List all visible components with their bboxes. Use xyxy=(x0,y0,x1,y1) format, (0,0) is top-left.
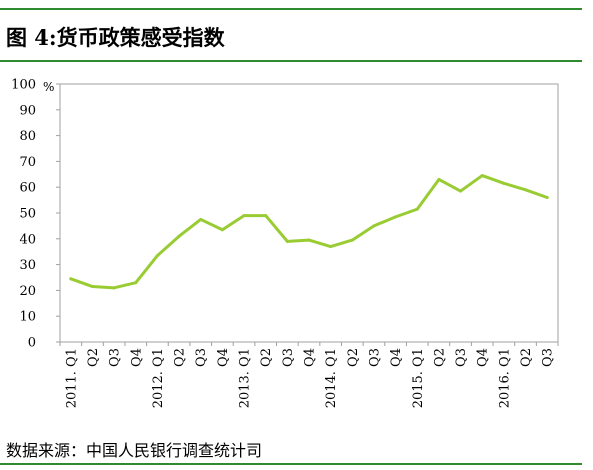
bottom-rule xyxy=(0,463,582,465)
x-tick-label: Q2 xyxy=(346,348,361,367)
series-group xyxy=(69,174,549,290)
x-tick-label: Q4 xyxy=(303,348,318,367)
figure-title: 图 4:货币政策感受指数 xyxy=(6,25,225,50)
data-point xyxy=(112,286,116,290)
data-point xyxy=(459,189,463,193)
data-point xyxy=(329,245,333,249)
x-tick-label: Q2 xyxy=(173,348,188,367)
data-point xyxy=(545,196,549,200)
x-tick-label: Q4 xyxy=(476,348,491,367)
x-tick-label: 2014. Q1 xyxy=(324,348,339,408)
data-point xyxy=(199,217,203,221)
y-tick-label: 30 xyxy=(19,258,36,273)
x-tick-label: 2013. Q1 xyxy=(238,348,253,408)
data-point xyxy=(415,207,419,211)
y-tick-label: 50 xyxy=(19,207,36,222)
data-point xyxy=(480,174,484,178)
data-point xyxy=(155,254,159,258)
data-point xyxy=(264,214,268,218)
x-tick-label: 2012. Q1 xyxy=(151,348,166,408)
data-point xyxy=(372,224,376,228)
y-tick-label: 40 xyxy=(19,232,36,247)
data-point xyxy=(502,181,506,185)
x-tick-label: Q3 xyxy=(108,348,123,367)
x-tick-label: Q2 xyxy=(519,348,534,367)
y-tick-label: 60 xyxy=(19,181,36,196)
y-tick-label: 10 xyxy=(19,310,36,325)
data-point xyxy=(524,188,528,192)
x-tick-label: 2015. Q1 xyxy=(411,348,426,408)
x-tick-label: Q2 xyxy=(259,348,274,367)
y-tick-label: 70 xyxy=(19,155,36,170)
y-axis: 0 10 20 30 40 50 60 70 80 90 100 xyxy=(11,78,60,351)
y-tick-label: 90 xyxy=(19,103,36,118)
title-rule xyxy=(0,60,582,62)
y-tick-label: 80 xyxy=(19,129,36,144)
x-tick-label: Q2 xyxy=(86,348,101,367)
data-point xyxy=(242,214,246,218)
x-tick-label: 2011. Q1 xyxy=(64,348,79,408)
x-tick-label: Q3 xyxy=(541,348,556,367)
top-rule xyxy=(0,8,582,10)
x-tick-label: Q3 xyxy=(454,348,469,367)
x-axis: 2011. Q1 Q2 Q3 Q4 2012. Q1 Q2 Q3 Q4 2013. Q1 Q2 Q3… xyxy=(59,342,559,408)
y-unit-label: % xyxy=(43,80,54,94)
data-point xyxy=(437,177,441,181)
series-line xyxy=(69,174,549,290)
y-tick-label: 20 xyxy=(19,284,36,299)
plot-area xyxy=(59,83,559,343)
x-tick-label: Q2 xyxy=(432,348,447,367)
data-point xyxy=(134,281,138,285)
x-tick-label: Q3 xyxy=(281,348,296,367)
data-point xyxy=(394,215,398,219)
data-point xyxy=(350,238,354,242)
x-tick-label: Q4 xyxy=(129,348,144,367)
x-tick-label: Q4 xyxy=(389,348,404,367)
data-point xyxy=(90,285,94,289)
x-tick-label: Q3 xyxy=(367,348,382,367)
x-tick-label: 2016. Q1 xyxy=(497,348,512,408)
data-point xyxy=(307,238,311,242)
y-tick-label: 0 xyxy=(28,336,36,351)
source-note: 数据来源：中国人民银行调查统计司 xyxy=(6,441,263,460)
x-tick-label: Q4 xyxy=(216,348,231,367)
data-point xyxy=(220,228,224,232)
data-point xyxy=(285,239,289,243)
data-point xyxy=(69,277,73,281)
data-point xyxy=(177,234,181,238)
y-tick-label: 100 xyxy=(11,78,36,93)
x-tick-label: Q3 xyxy=(194,348,209,367)
